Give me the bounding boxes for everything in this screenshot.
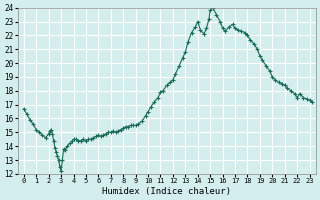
X-axis label: Humidex (Indice chaleur): Humidex (Indice chaleur) xyxy=(102,187,231,196)
